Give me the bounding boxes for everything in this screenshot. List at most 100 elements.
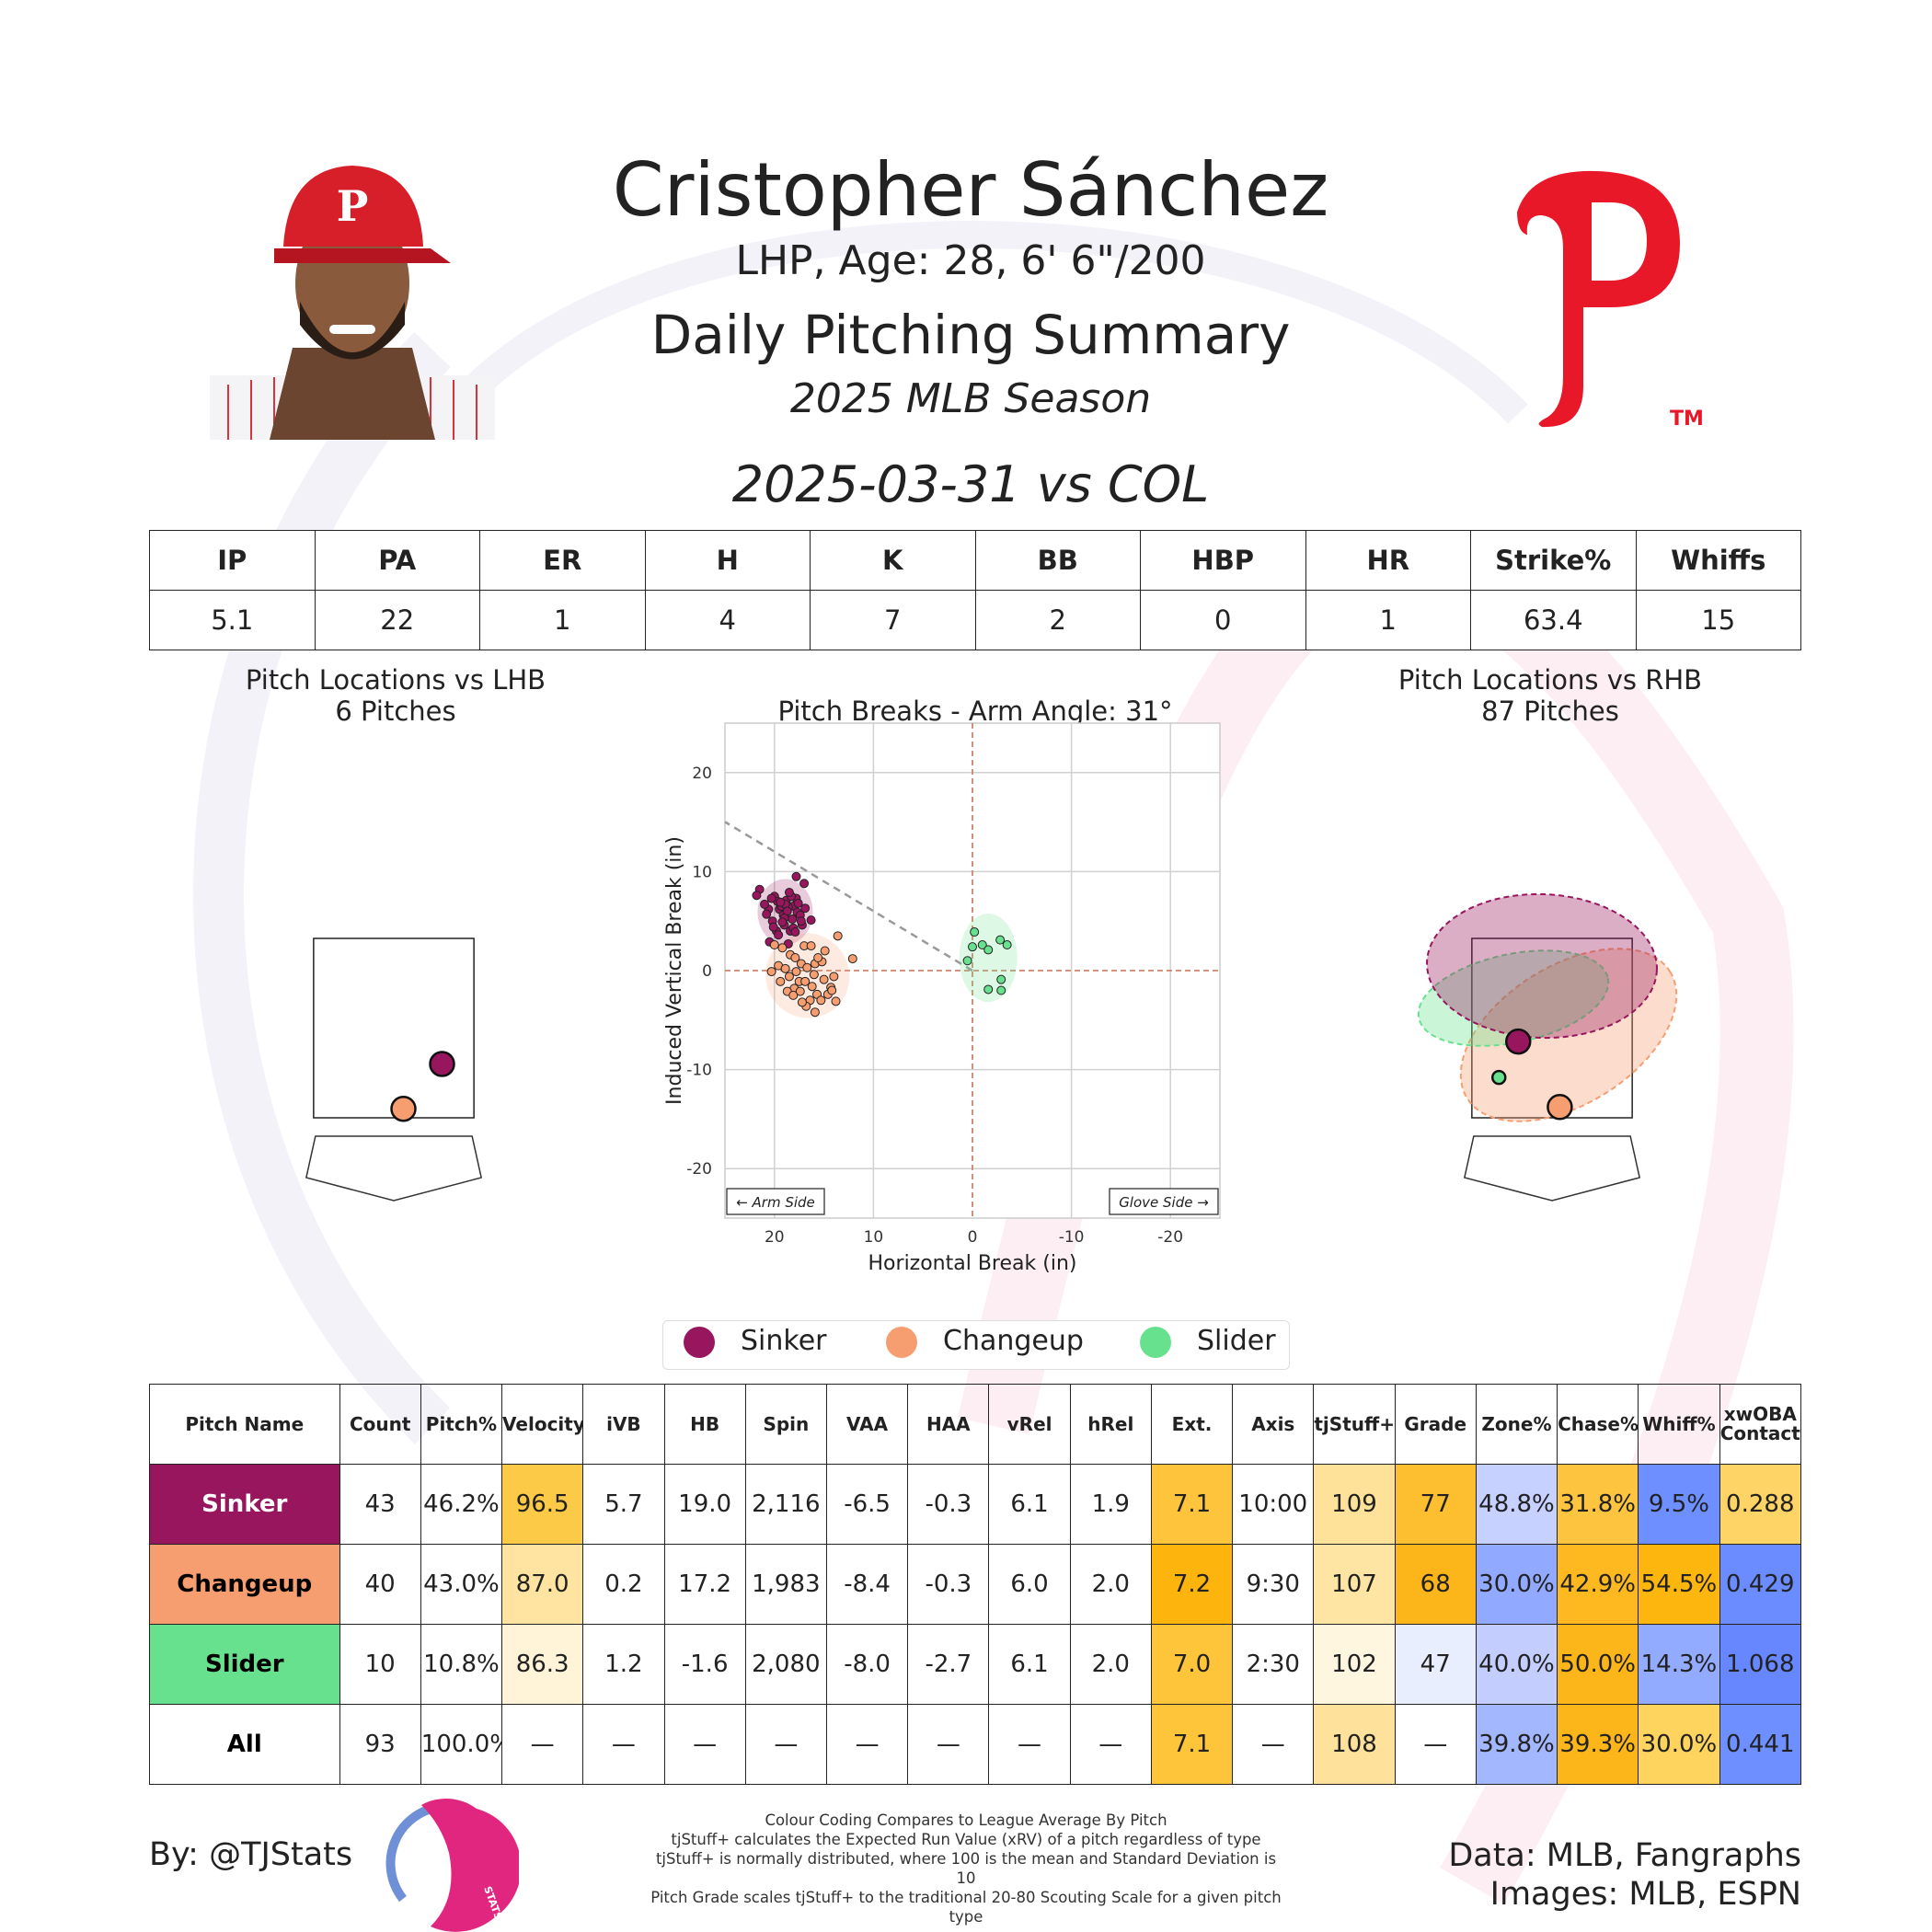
pitch-cell-pitch: 43.0% bbox=[420, 1544, 503, 1625]
lhb-locations-title: Pitch Locations vs LHB 6 Pitches bbox=[184, 664, 607, 727]
break-point-changeup bbox=[790, 953, 800, 963]
break-point-slider bbox=[996, 974, 1006, 984]
pitch-cell-haa: -0.3 bbox=[907, 1544, 990, 1625]
rhb-locations-title: Pitch Locations vs RHB 87 Pitches bbox=[1339, 664, 1762, 727]
pitch-table-header-count: Count bbox=[339, 1384, 421, 1465]
pitch-table-header-grade: Grade bbox=[1394, 1384, 1477, 1465]
break-point-changeup bbox=[795, 986, 805, 996]
pitch-table-header-velocity: Velocity bbox=[501, 1384, 584, 1465]
break-point-sinker bbox=[791, 871, 801, 881]
break-point-sinker bbox=[776, 897, 786, 907]
pitch-cell-vaa: — bbox=[825, 1704, 909, 1785]
trademark-label: TM bbox=[1670, 408, 1704, 431]
break-point-changeup bbox=[816, 995, 826, 1006]
pitch-cell-hb: 19.0 bbox=[663, 1464, 746, 1545]
break-point-sinker bbox=[762, 909, 772, 919]
pitch-cell-velocity: 86.3 bbox=[501, 1624, 584, 1705]
pitch-cell-axis: — bbox=[1232, 1704, 1315, 1785]
break-point-changeup bbox=[847, 954, 857, 964]
pitch-table-header-zone: Zone% bbox=[1475, 1384, 1558, 1465]
pitch-cell-ext: 7.0 bbox=[1150, 1624, 1234, 1705]
pitch-cell-tjstuff: 108 bbox=[1313, 1704, 1396, 1785]
break-point-sinker bbox=[760, 899, 770, 909]
pitch-cell-velocity: 87.0 bbox=[501, 1544, 584, 1625]
player-headshot: P bbox=[210, 166, 495, 440]
stat-value-whiffs: 15 bbox=[1635, 590, 1801, 650]
pitch-table-header-spin: Spin bbox=[744, 1384, 827, 1465]
pitch-breaks-plot: 20 10 0 -10 -20 20 10 0 -10 -20 Horizontal Break (… bbox=[663, 722, 1221, 1275]
strike-zone bbox=[313, 937, 475, 1119]
lhb-pitch-count: 6 Pitches bbox=[335, 696, 456, 727]
location-point-sinker bbox=[429, 1051, 455, 1077]
stat-value-hbp: 0 bbox=[1140, 590, 1306, 650]
break-point-slider bbox=[983, 945, 994, 955]
pitch-cell-chase: 50.0% bbox=[1557, 1624, 1639, 1705]
break-point-changeup bbox=[820, 946, 830, 956]
break-point-changeup bbox=[831, 996, 841, 1006]
summary-title: Daily Pitching Summary bbox=[650, 304, 1291, 366]
legend-label-changeup: Changeup bbox=[943, 1325, 1084, 1357]
pitch-table-header-vaa: VAA bbox=[825, 1384, 909, 1465]
density-sinker bbox=[1426, 892, 1658, 1040]
pitch-cell-spin: — bbox=[744, 1704, 827, 1785]
pitch-cell-xwoba-contact: 0.429 bbox=[1719, 1544, 1802, 1625]
pitch-cell-xwoba-contact: 0.441 bbox=[1719, 1704, 1802, 1785]
location-point-sinker bbox=[1505, 1028, 1532, 1055]
pitch-cell-axis: 2:30 bbox=[1232, 1624, 1315, 1705]
pitch-cell-haa: — bbox=[907, 1704, 990, 1785]
break-point-changeup bbox=[827, 985, 837, 995]
player-name: Cristopher Sánchez bbox=[612, 147, 1329, 233]
pitch-table-header-ext: Ext. bbox=[1150, 1384, 1234, 1465]
y-tick-label: 0 bbox=[702, 962, 712, 981]
break-point-changeup bbox=[784, 972, 794, 982]
pitch-table-header-pitch-name: Pitch Name bbox=[149, 1384, 340, 1465]
pitch-cell-grade: 47 bbox=[1394, 1624, 1477, 1705]
note-line: Pitch Grade scales tjStuff+ to the tradi… bbox=[650, 1889, 1282, 1926]
location-point-changeup bbox=[390, 1096, 417, 1122]
methodology-notes: Colour Coding Compares to League Average… bbox=[644, 1811, 1288, 1926]
break-point-sinker bbox=[800, 903, 811, 914]
break-point-changeup bbox=[788, 990, 799, 1000]
pitch-table-header-xwoba-contact: xwOBA Contact bbox=[1719, 1384, 1802, 1465]
player-bio: LHP, Age: 28, 6' 6"/200 bbox=[735, 237, 1206, 284]
break-point-slider bbox=[995, 935, 1006, 945]
break-point-sinker bbox=[777, 917, 788, 927]
break-point-sinker bbox=[799, 879, 810, 889]
legend-swatch-sinker bbox=[684, 1327, 715, 1358]
x-tick-label: -20 bbox=[1157, 1228, 1183, 1247]
pitch-cell-hrel: 2.0 bbox=[1069, 1624, 1152, 1705]
pitch-cell-count: 40 bbox=[339, 1544, 421, 1625]
break-point-sinker bbox=[784, 887, 794, 897]
break-point-sinker bbox=[796, 916, 806, 926]
x-tick-label: 20 bbox=[765, 1228, 785, 1247]
pitch-legend: Sinker Changeup Slider bbox=[662, 1320, 1290, 1370]
break-point-changeup bbox=[769, 940, 779, 950]
pitch-cell-haa: -0.3 bbox=[907, 1464, 990, 1545]
legend-label-sinker: Sinker bbox=[741, 1325, 827, 1357]
pitch-cell-vaa: -6.5 bbox=[825, 1464, 909, 1545]
y-tick-label: -10 bbox=[686, 1062, 712, 1080]
pitch-cell-vrel: — bbox=[988, 1704, 1071, 1785]
stat-value-pa: 22 bbox=[314, 590, 480, 650]
stat-header-whiffs: Whiffs bbox=[1635, 530, 1801, 591]
stat-value-er: 1 bbox=[479, 590, 646, 650]
pitch-cell-vaa: -8.4 bbox=[825, 1544, 909, 1625]
pitch-cell-pitch: 10.8% bbox=[420, 1624, 503, 1705]
pitch-cell-vrel: 6.1 bbox=[988, 1464, 1071, 1545]
pitch-row-changeup: Changeup 40 43.0% 87.0 0.2 17.2 1,983 -8.4 -0.3 6… bbox=[149, 1544, 1802, 1625]
pitch-cell-grade: 77 bbox=[1394, 1464, 1477, 1545]
glove-side-box bbox=[1109, 1188, 1219, 1215]
y-axis-label: Induced Vertical Break (in) bbox=[663, 836, 686, 1105]
strike-zone bbox=[1471, 937, 1633, 1119]
home-plate bbox=[1463, 1135, 1641, 1202]
pitch-cell-ivb: 5.7 bbox=[582, 1464, 665, 1545]
y-tick-label: 10 bbox=[692, 863, 712, 881]
pitch-cell-spin: 2,116 bbox=[744, 1464, 827, 1545]
pitch-cell-pitch: 46.2% bbox=[420, 1464, 503, 1545]
glove-side-label: Glove Side → bbox=[1119, 1194, 1209, 1211]
stat-header-bb: BB bbox=[974, 530, 1141, 591]
pitch-metrics-table: Pitch Name Count Pitch% Velocity iVB HB Spin VA… bbox=[149, 1384, 1802, 1785]
pitch-table-header-vrel: vRel bbox=[988, 1384, 1071, 1465]
arm-side-box bbox=[726, 1188, 825, 1215]
break-point-slider bbox=[968, 942, 977, 952]
